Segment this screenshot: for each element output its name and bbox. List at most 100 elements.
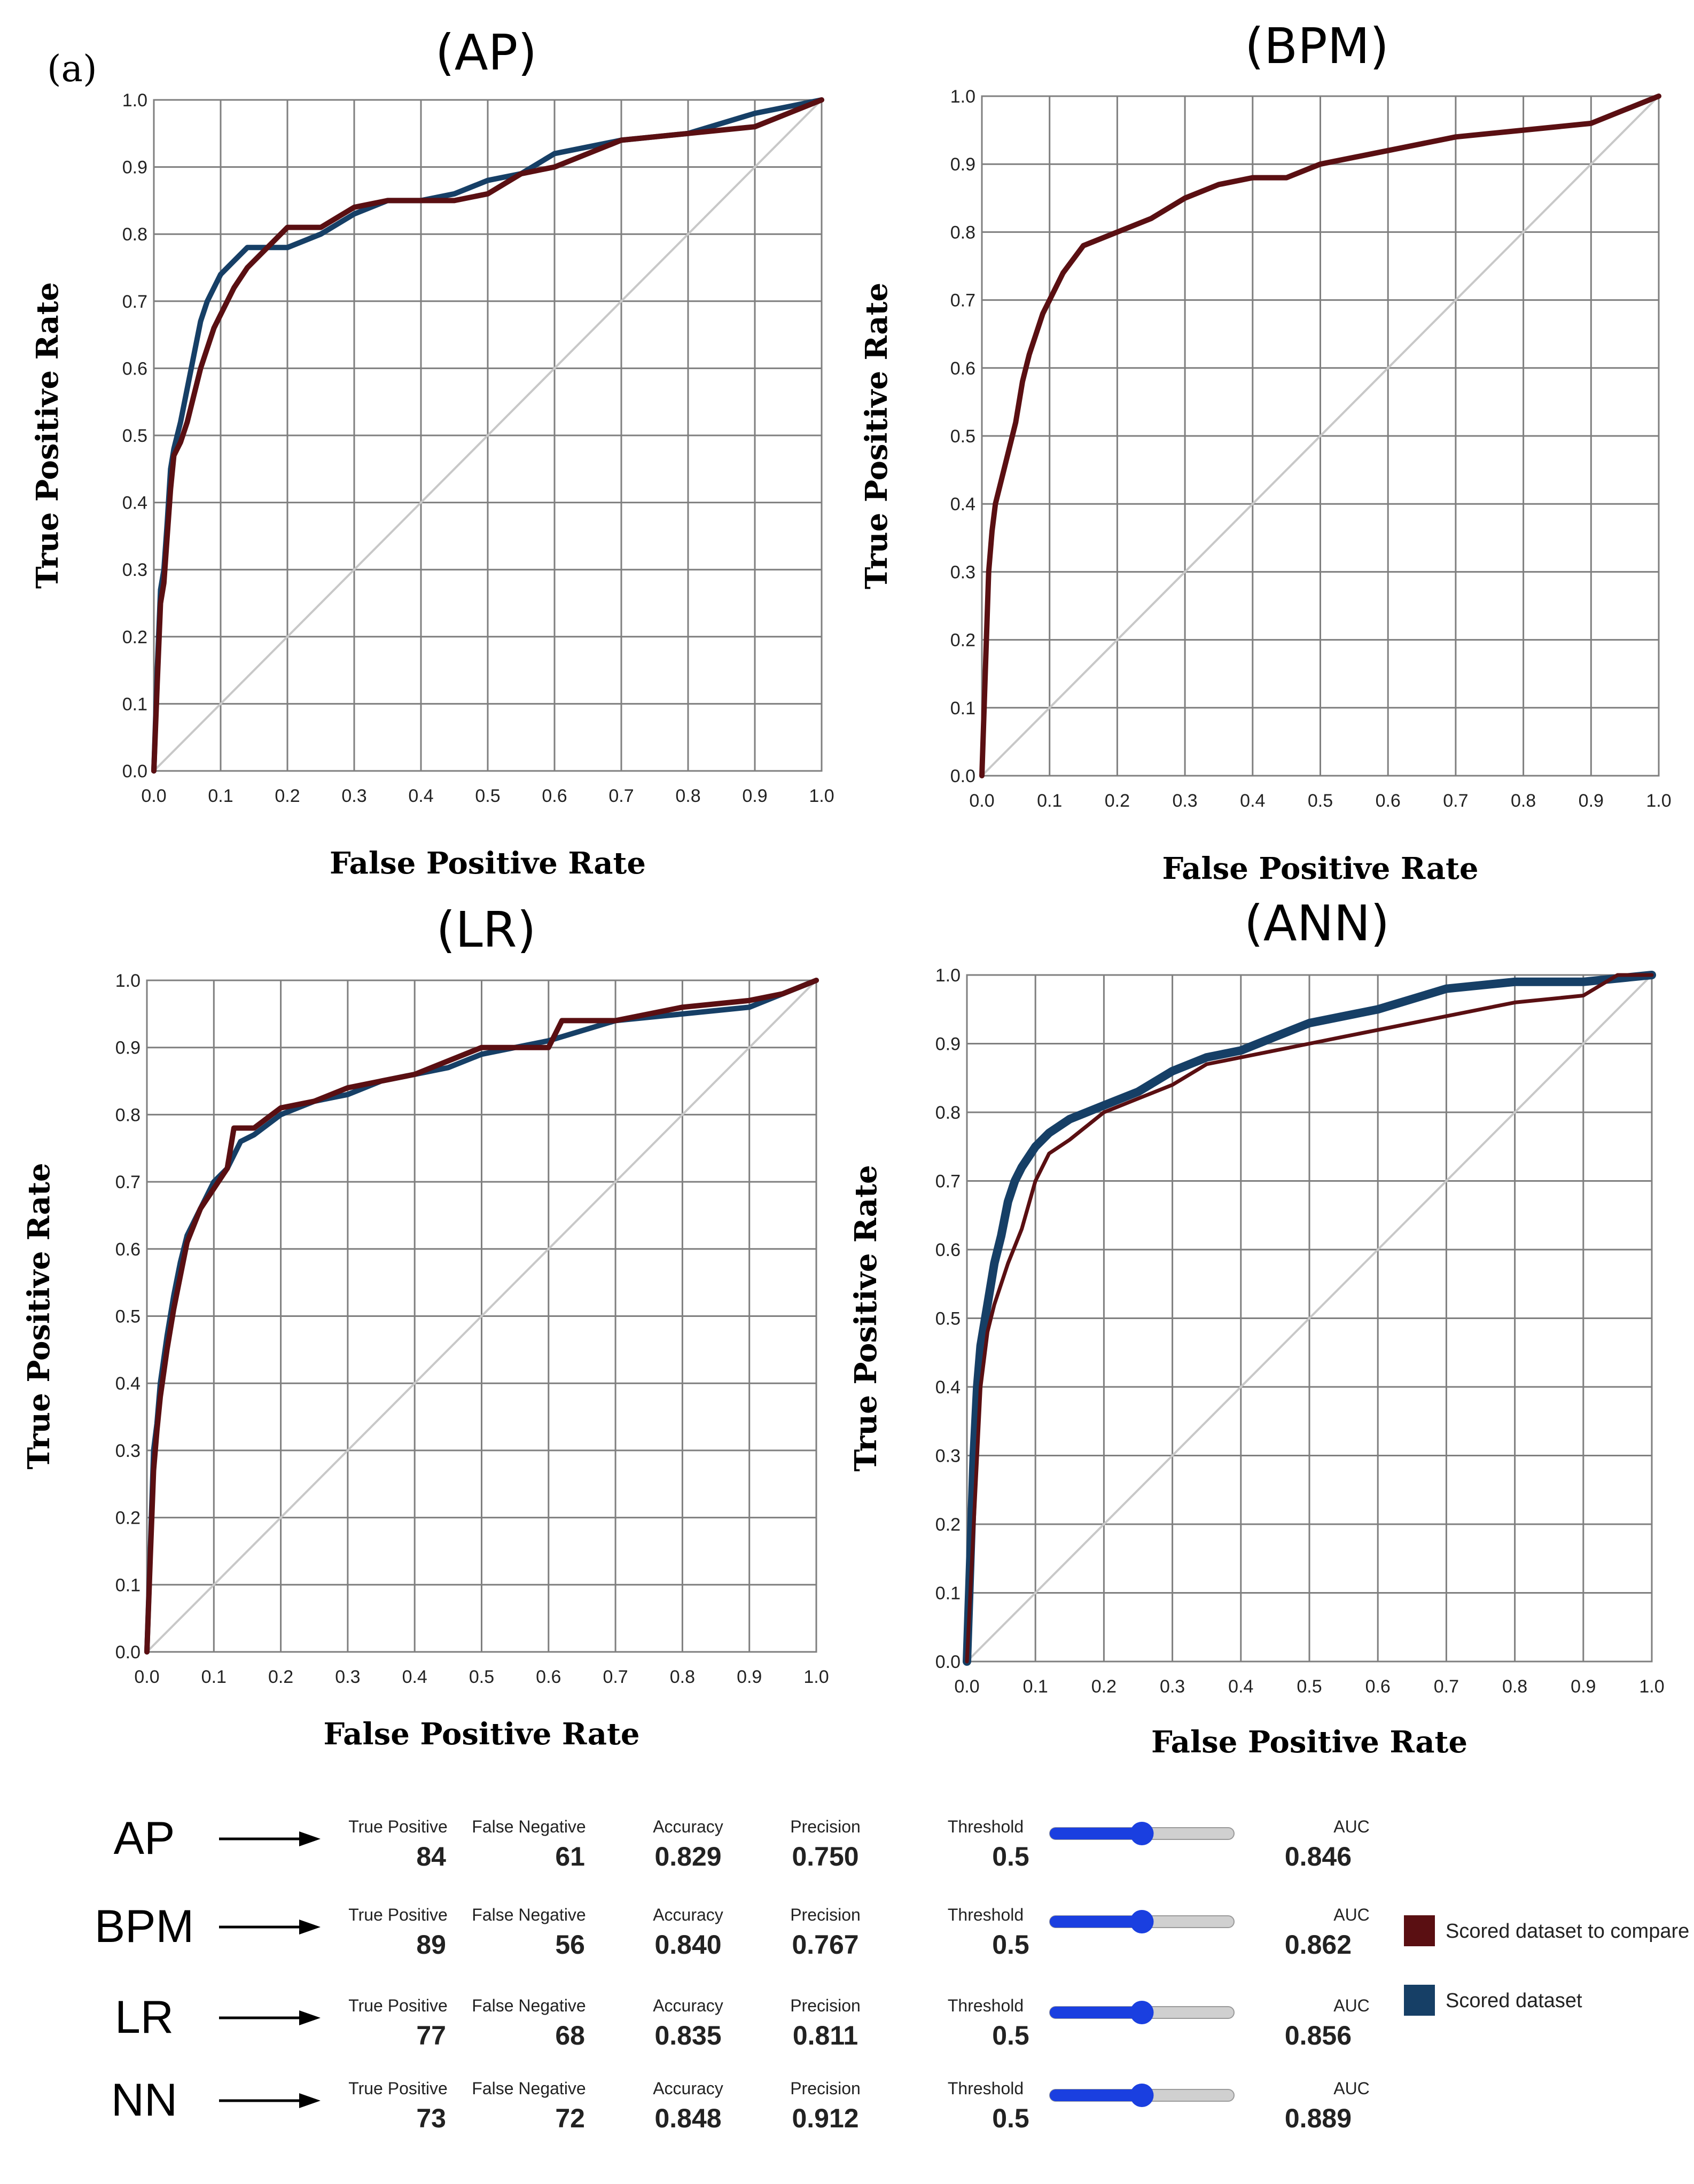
threshold-slider-fill [1050, 2007, 1142, 2018]
threshold-value: 0.5 [992, 1842, 1029, 1871]
false-negative-value: 61 [555, 1842, 585, 1871]
true-positive-value: 89 [416, 1930, 446, 1960]
legend-label: Scored dataset to compare [1446, 1920, 1689, 1943]
x-tick-label: 0.4 [408, 786, 433, 806]
true-positive-value: 73 [416, 2103, 446, 2133]
x-tick-label: 0.6 [1365, 1676, 1391, 1697]
y-tick-label: 0.9 [122, 158, 147, 178]
auc-label: AUC [1333, 2079, 1370, 2098]
false-negative-label: False Negative [472, 1996, 586, 2015]
x-axis-label: False Positive Rate [1151, 1725, 1467, 1760]
y-tick-label: 0.7 [115, 1172, 140, 1192]
true-positive-label: True Positive [348, 1905, 448, 1924]
accuracy-value: 0.829 [654, 1842, 721, 1871]
legend-label: Scored dataset [1446, 1990, 1582, 2012]
x-tick-label: 0.2 [268, 1667, 293, 1687]
y-tick-label: 0.2 [950, 630, 975, 651]
y-tick-label: 0.8 [950, 222, 975, 243]
x-tick-label: 0.4 [1228, 1676, 1253, 1697]
x-tick-label: 0.6 [536, 1667, 561, 1687]
accuracy-value: 0.835 [654, 2021, 721, 2050]
false-negative-value: 72 [555, 2103, 585, 2133]
y-tick-label: 0.3 [950, 562, 975, 582]
x-axis-label: False Positive Rate [323, 1717, 639, 1752]
y-tick-label: 0.3 [115, 1441, 140, 1461]
auc-value: 0.889 [1285, 2103, 1352, 2133]
precision-value: 0.912 [792, 2103, 858, 2133]
x-tick-label: 0.8 [1502, 1676, 1527, 1697]
threshold-label: Threshold [948, 1996, 1024, 2015]
false-negative-label: False Negative [472, 2079, 586, 2098]
roc-chart-ann: 0.0 0.1 0.2 0.3 0.4 0.5 0.6 0.7 0.8 0.9 1.0 0.0 0.1 0… [848, 895, 1665, 1760]
threshold-slider-handle[interactable] [1130, 2084, 1154, 2107]
random-classifier-diagonal [153, 99, 823, 772]
x-tick-label: 0.8 [1511, 791, 1536, 811]
true-positive-value: 84 [416, 1842, 446, 1871]
x-tick-label: 0.0 [969, 791, 994, 811]
plot-frame [153, 99, 823, 772]
y-tick-label: 0.7 [935, 1172, 961, 1192]
y-tick-label: 0.4 [115, 1374, 140, 1394]
precision-value: 0.811 [793, 2021, 858, 2050]
auc-label: AUC [1333, 1996, 1370, 2015]
y-tick-label: 0.1 [950, 698, 975, 719]
legend-swatch [1404, 1985, 1435, 2016]
y-tick-label: 0.0 [950, 766, 975, 786]
false-negative-value: 68 [555, 2021, 585, 2050]
x-tick-label: 0.7 [603, 1667, 628, 1687]
roc-chart-lr: 0.0 0.1 0.2 0.3 0.4 0.5 0.6 0.7 0.8 0.9 1.0 0.0 0.1 0… [21, 901, 829, 1752]
roc-line-scored-dataset-to-compare [151, 97, 824, 774]
x-tick-label: 1.0 [1646, 791, 1671, 811]
auc-label: AUC [1333, 1817, 1370, 1836]
accuracy-value: 0.848 [654, 2103, 721, 2133]
legend: Scored dataset to compare Scored dataset [1404, 1915, 1689, 2016]
arrow-head-icon [299, 2093, 321, 2108]
y-tick-label: 0.1 [122, 694, 147, 714]
x-tick-label: 0.7 [608, 786, 634, 806]
x-tick-label: 0.6 [1376, 791, 1401, 811]
summary-row-lr: LR True Positive 77 False Negative 68 Accurac… [115, 1992, 1370, 2050]
y-tick-label: 0.0 [935, 1652, 961, 1672]
y-tick-label: 0.1 [115, 1575, 140, 1595]
threshold-slider-handle[interactable] [1130, 2001, 1154, 2024]
threshold-slider-handle[interactable] [1130, 1910, 1154, 1933]
accuracy-label: Accuracy [653, 1996, 723, 2015]
threshold-label: Threshold [948, 1817, 1024, 1836]
y-tick-label: 0.6 [950, 358, 975, 379]
x-tick-label: 0.1 [1037, 791, 1062, 811]
y-tick-label: 0.8 [122, 224, 147, 245]
x-tick-label: 0.5 [469, 1667, 494, 1687]
y-axis-label: True Positive Rate [848, 1165, 884, 1471]
random-classifier-diagonal [966, 974, 1653, 1663]
auc-label: AUC [1333, 1905, 1370, 1924]
true-positive-label: True Positive [348, 2079, 448, 2098]
y-tick-label: 0.3 [122, 560, 147, 580]
y-axis-label: True Positive Rate [859, 283, 894, 589]
x-tick-label: 0.9 [1571, 1676, 1596, 1697]
x-tick-label: 0.0 [954, 1676, 979, 1697]
y-tick-label: 0.7 [122, 292, 147, 312]
roc-chart-bpm: 0.0 0.1 0.2 0.3 0.4 0.5 0.6 0.7 0.8 0.9 1.0 0.0 0.1 0… [859, 18, 1672, 886]
y-tick-label: 0.5 [950, 426, 975, 447]
y-tick-label: 0.9 [115, 1038, 140, 1058]
figure-label: (a) [47, 48, 97, 90]
roc-line-scored-dataset-to-compare [979, 93, 1661, 778]
roc-charts: 0.0 0.1 0.2 0.3 0.4 0.5 0.6 0.7 0.8 0.9 1.0 0.0 0.1 0… [21, 18, 1672, 1760]
precision-label: Precision [790, 2079, 861, 2098]
x-axis-label: False Positive Rate [1162, 851, 1478, 886]
threshold-slider-fill [1050, 1916, 1142, 1928]
x-tick-label: 0.9 [737, 1667, 762, 1687]
x-tick-label: 0.1 [201, 1667, 227, 1687]
false-negative-label: False Negative [472, 1817, 586, 1836]
true-positive-label: True Positive [348, 1996, 448, 2015]
x-tick-label: 0.3 [341, 786, 366, 806]
random-classifier-diagonal [146, 979, 817, 1653]
x-tick-label: 0.8 [675, 786, 700, 806]
y-tick-label: 0.1 [935, 1584, 961, 1604]
summary-table: AP True Positive 84 False Negative 61 Accurac… [95, 1813, 1370, 2133]
chart-title: (ANN) [1244, 895, 1389, 952]
threshold-slider-handle[interactable] [1130, 1822, 1154, 1845]
accuracy-value: 0.840 [654, 1930, 721, 1960]
x-tick-label: 0.2 [1091, 1676, 1117, 1697]
